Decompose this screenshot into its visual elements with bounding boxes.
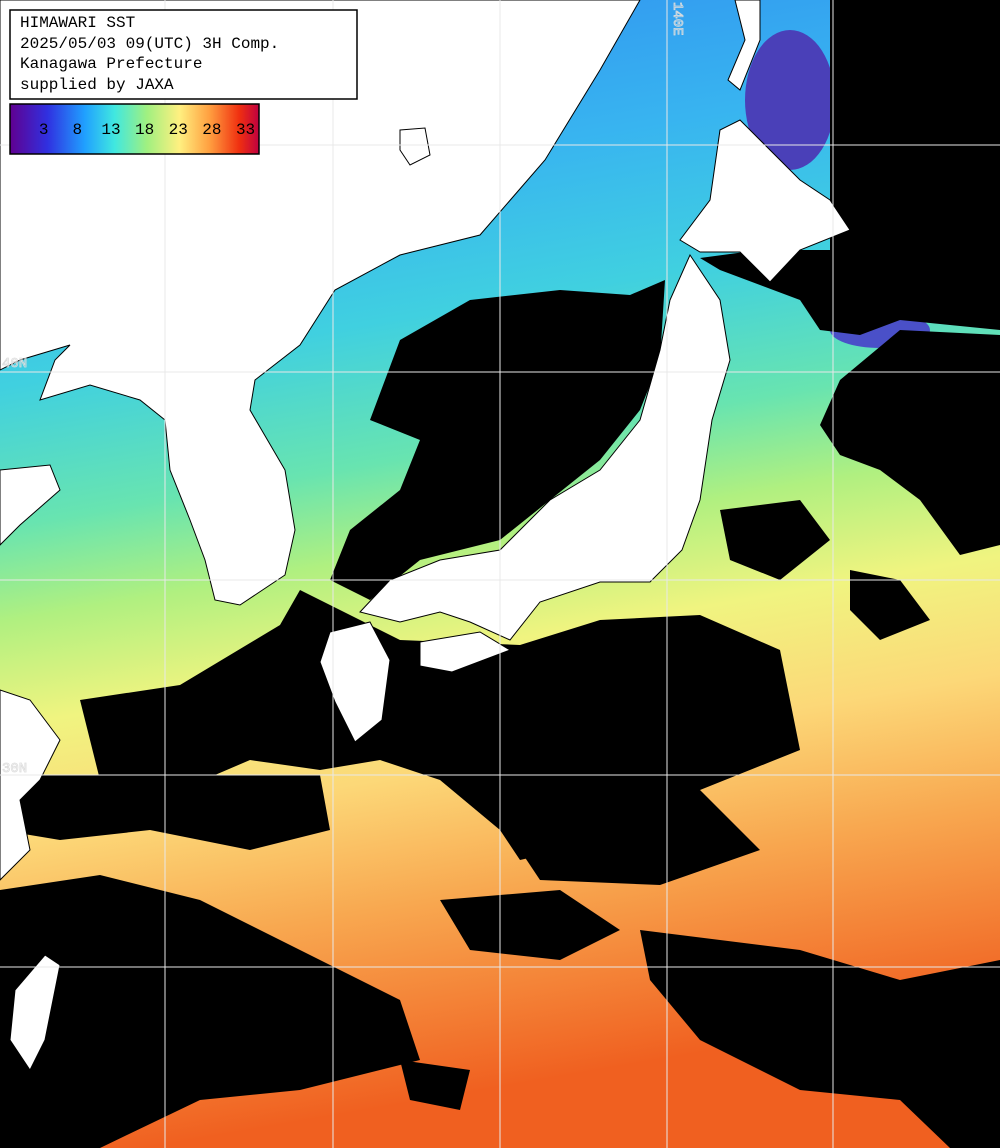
header-line: 2025/05/03 09(UTC) 3H Comp.	[20, 35, 279, 53]
lat-label: 30N	[2, 761, 27, 777]
header-line: HIMAWARI SST	[20, 14, 135, 32]
colorbar-ticks: 3 8 13 18 23 28 33	[39, 121, 255, 139]
header-box	[9, 9, 358, 100]
lat-label: 40N	[2, 356, 27, 372]
colorbar-tick-label: 18	[135, 121, 154, 139]
colorbar-tick-label: 8	[72, 121, 82, 139]
colorbar	[9, 103, 260, 155]
colorbar-tick-label: 13	[101, 121, 120, 139]
lon-label: 140E	[669, 2, 685, 36]
colorbar-tick-label: 3	[39, 121, 49, 139]
colorbar-tick-label: 23	[169, 121, 188, 139]
header-line: supplied by JAXA	[20, 76, 174, 94]
colorbar-tick-label: 33	[236, 121, 255, 139]
cold-water	[745, 30, 835, 170]
header-line: Kanagawa Prefecture	[20, 55, 202, 73]
colorbar-tick-label: 28	[202, 121, 221, 139]
